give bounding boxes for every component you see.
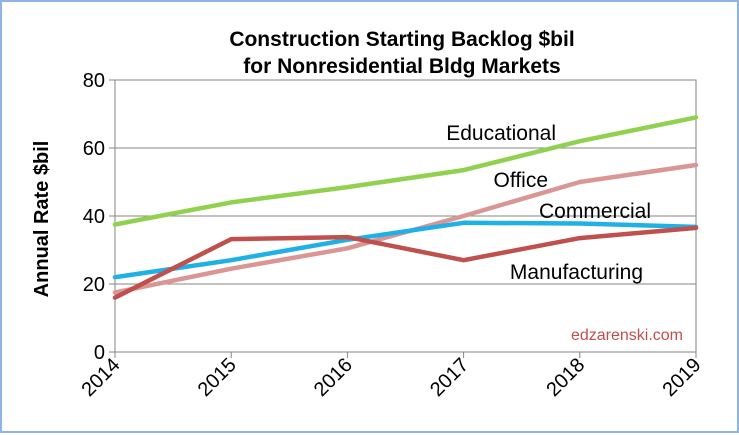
x-tick-label: 2016 — [310, 354, 357, 401]
x-tick-label: 2015 — [194, 354, 241, 401]
y-tick-label: 80 — [83, 70, 105, 92]
series-line-educational — [112, 115, 699, 227]
series-label-manufacturing: Manufacturing — [510, 261, 643, 284]
y-tick-label: 20 — [83, 274, 105, 296]
series-label-educational: Educational — [446, 122, 556, 145]
series-line-commercial — [112, 220, 699, 280]
series-label-office: Office — [494, 169, 548, 192]
watermark-text: edzarenski.com — [571, 327, 683, 344]
y-tick-label: 40 — [83, 206, 105, 228]
y-tick-label: 60 — [83, 138, 105, 160]
x-tick-label: 2017 — [426, 354, 473, 401]
x-tick-label: 2019 — [659, 354, 706, 401]
series-label-commercial: Commercial — [539, 200, 651, 223]
grid — [114, 79, 697, 353]
chart-title: Construction Starting Backlog $bil — [229, 28, 574, 51]
series-lines — [112, 115, 699, 300]
x-tick-label: 2014 — [78, 354, 125, 401]
series-labels: Educational Office Commercial Manufacturing — [446, 122, 651, 284]
y-tick-label: 0 — [94, 342, 105, 364]
series-line-manufacturing — [112, 225, 699, 300]
x-tick-label: 2018 — [542, 354, 589, 401]
y-axis-label: Annual Rate $bil — [31, 141, 53, 298]
chart-subtitle: for Nonresidential Bldg Markets — [243, 55, 560, 78]
